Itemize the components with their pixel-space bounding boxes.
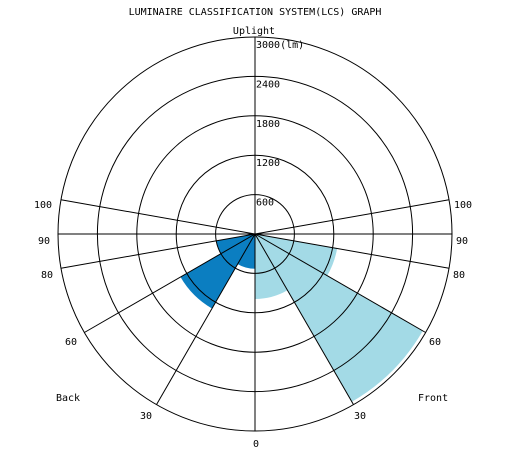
- ring-label-1800: 1800: [256, 119, 280, 130]
- angle-label-back-90: 90: [38, 236, 50, 247]
- labels-layer: Uplight 0 Back Front 600 1200 1800 2400 3000…: [34, 26, 472, 450]
- ray-back-30: [156, 233, 256, 405]
- ring-label-1200: 1200: [256, 158, 280, 169]
- nadir-label: 0: [253, 439, 259, 450]
- angle-label-front-90: 90: [456, 236, 468, 247]
- ray-front-60: [254, 233, 426, 333]
- zone-front-0-30: [255, 234, 288, 300]
- angle-label-back-100: 100: [34, 200, 52, 211]
- ring-label-600: 600: [256, 198, 274, 209]
- angle-label-front-30: 30: [354, 411, 366, 422]
- angle-label-front-80: 80: [453, 270, 465, 281]
- angle-label-back-80: 80: [41, 270, 53, 281]
- uplight-label: Uplight: [233, 26, 275, 37]
- ring-label-2400: 2400: [256, 79, 280, 90]
- ring-label-3000: 3000(lm): [256, 40, 304, 51]
- angle-label-front-60: 60: [429, 337, 441, 348]
- zones-layer: [180, 234, 423, 402]
- zone-back-60-80: [216, 234, 255, 254]
- ray-back-60: [84, 233, 256, 333]
- zone-back-0-30: [237, 234, 255, 269]
- angle-label-front-100: 100: [454, 200, 472, 211]
- ray-front-80: [254, 233, 450, 269]
- back-label: Back: [56, 393, 80, 404]
- front-label: Front: [418, 393, 448, 404]
- ray-front-30: [254, 233, 354, 405]
- grid-layer: [57, 36, 453, 432]
- ray-back-80: [60, 233, 256, 269]
- zone-front-60-80: [255, 234, 338, 276]
- angle-label-back-30: 30: [140, 411, 152, 422]
- angle-label-back-60: 60: [65, 337, 77, 348]
- chart-title: LUMINAIRE CLASSIFICATION SYSTEM(LCS) GRA…: [129, 7, 382, 18]
- ray-front-100: [254, 199, 450, 235]
- ray-back-100: [60, 199, 256, 235]
